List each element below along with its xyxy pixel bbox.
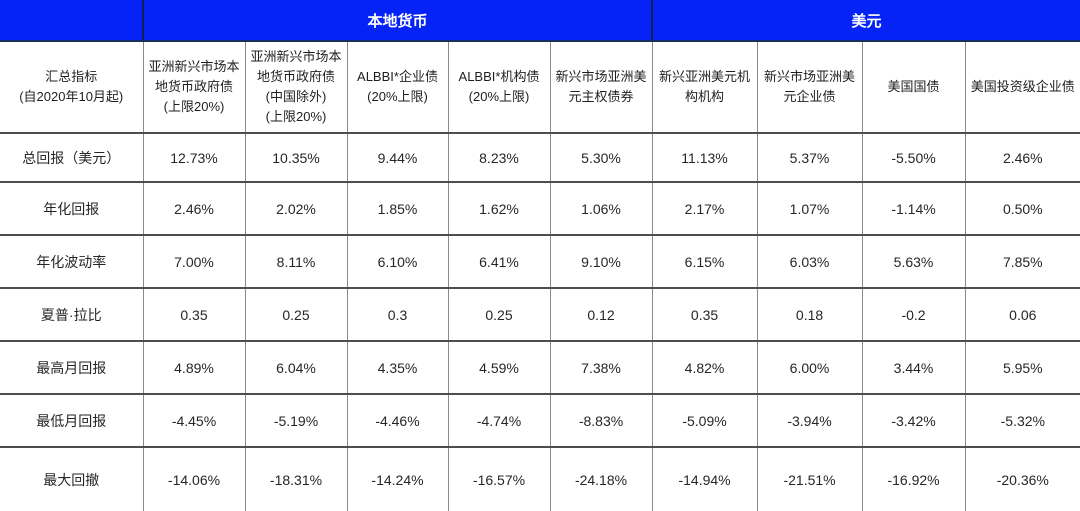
cell-r7-c2: -18.31% xyxy=(245,447,348,511)
table-row-2: 年化回报 2.46% 2.02% 1.85% 1.62% 1.06% 2.17% 1.07% -… xyxy=(0,182,1080,236)
column-header-5: 新兴市场亚洲美 元主权债券 xyxy=(550,41,653,134)
cell-r7-c7: -21.51% xyxy=(757,447,863,511)
column-header-4: ALBBI*机构债 (20%上限) xyxy=(448,41,551,134)
cell-r7-c9: -20.36% xyxy=(965,447,1080,511)
column-header-7: 新兴市场亚洲美 元企业债 xyxy=(757,41,863,134)
cell-r3-c1: 7.00% xyxy=(143,235,246,289)
row-label-6: 最低月回报 xyxy=(0,394,144,448)
table-row-1: 总回报（美元） 12.73% 10.35% 9.44% 8.23% 5.30% 11.13%… xyxy=(0,133,1080,183)
cell-r6-c3: -4.46% xyxy=(347,394,449,448)
column-header-1: 亚洲新兴市场本 地货币政府债 (上限20%) xyxy=(143,41,246,134)
row-label-7: 最大回撤 xyxy=(0,447,144,511)
row-label-4: 夏普·拉比 xyxy=(0,288,144,342)
cell-r4-c6: 0.35 xyxy=(652,288,758,342)
table-row-4: 夏普·拉比 0.35 0.25 0.3 0.25 0.12 0.35 0.18 -0.2 0.06 xyxy=(0,288,1080,342)
cell-r6-c6: -5.09% xyxy=(652,394,758,448)
cell-r2-c1: 2.46% xyxy=(143,182,246,236)
cell-r1-c8: -5.50% xyxy=(862,133,966,183)
corner-blank-cell xyxy=(0,0,143,42)
cell-r1-c3: 9.44% xyxy=(347,133,449,183)
table-header: 本地货币 美元 汇总指标 (自2020年10月起) 亚洲新兴市场本 地货币政府债… xyxy=(0,0,1080,134)
table-row-5: 最高月回报 4.89% 6.04% 4.35% 4.59% 7.38% 4.82% 6.00%… xyxy=(0,341,1080,395)
cell-r1-c4: 8.23% xyxy=(448,133,551,183)
cell-r5-c6: 4.82% xyxy=(652,341,758,395)
cell-r3-c8: 5.63% xyxy=(862,235,966,289)
cell-r4-c5: 0.12 xyxy=(550,288,653,342)
table-row-6: 最低月回报 -4.45% -5.19% -4.46% -4.74% -8.83% -5.09… xyxy=(0,394,1080,448)
column-header-6: 新兴亚洲美元机 构机构 xyxy=(652,41,758,134)
cell-r5-c9: 5.95% xyxy=(965,341,1080,395)
cell-r4-c2: 0.25 xyxy=(245,288,348,342)
corner-header: 汇总指标 (自2020年10月起) xyxy=(0,41,144,134)
table-row-3: 年化波动率 7.00% 8.11% 6.10% 6.41% 9.10% 6.15% 6.03%… xyxy=(0,235,1080,289)
cell-r5-c4: 4.59% xyxy=(448,341,551,395)
cell-r4-c3: 0.3 xyxy=(347,288,449,342)
cell-r7-c5: -24.18% xyxy=(550,447,653,511)
group-header-usd: 美元 xyxy=(651,0,1080,42)
cell-r2-c2: 2.02% xyxy=(245,182,348,236)
cell-r2-c8: -1.14% xyxy=(862,182,966,236)
cell-r3-c2: 8.11% xyxy=(245,235,348,289)
row-label-3: 年化波动率 xyxy=(0,235,144,289)
cell-r4-c8: -0.2 xyxy=(862,288,966,342)
column-header-9: 美国投资级企业债 xyxy=(965,41,1080,134)
cell-r3-c4: 6.41% xyxy=(448,235,551,289)
cell-r6-c2: -5.19% xyxy=(245,394,348,448)
row-label-2: 年化回报 xyxy=(0,182,144,236)
cell-r5-c2: 6.04% xyxy=(245,341,348,395)
cell-r7-c4: -16.57% xyxy=(448,447,551,511)
row-label-5: 最高月回报 xyxy=(0,341,144,395)
cell-r1-c1: 12.73% xyxy=(143,133,246,183)
cell-r5-c5: 7.38% xyxy=(550,341,653,395)
cell-r7-c6: -14.94% xyxy=(652,447,758,511)
cell-r6-c9: -5.32% xyxy=(965,394,1080,448)
cell-r1-c6: 11.13% xyxy=(652,133,758,183)
cell-r5-c8: 3.44% xyxy=(862,341,966,395)
cell-r4-c7: 0.18 xyxy=(757,288,863,342)
cell-r7-c1: -14.06% xyxy=(143,447,246,511)
currency-group-row: 本地货币 美元 xyxy=(0,0,1080,42)
cell-r4-c1: 0.35 xyxy=(143,288,246,342)
cell-r3-c5: 9.10% xyxy=(550,235,653,289)
cell-r5-c1: 4.89% xyxy=(143,341,246,395)
cell-r1-c2: 10.35% xyxy=(245,133,348,183)
cell-r6-c8: -3.42% xyxy=(862,394,966,448)
cell-r1-c9: 2.46% xyxy=(965,133,1080,183)
cell-r5-c7: 6.00% xyxy=(757,341,863,395)
cell-r1-c7: 5.37% xyxy=(757,133,863,183)
cell-r2-c5: 1.06% xyxy=(550,182,653,236)
cell-r7-c3: -14.24% xyxy=(347,447,449,511)
cell-r2-c4: 1.62% xyxy=(448,182,551,236)
cell-r1-c5: 5.30% xyxy=(550,133,653,183)
column-header-3: ALBBI*企业债 (20%上限) xyxy=(347,41,449,134)
cell-r3-c6: 6.15% xyxy=(652,235,758,289)
cell-r3-c9: 7.85% xyxy=(965,235,1080,289)
table-body: 总回报（美元） 12.73% 10.35% 9.44% 8.23% 5.30% 11.13%… xyxy=(0,133,1080,511)
cell-r6-c7: -3.94% xyxy=(757,394,863,448)
cell-r4-c4: 0.25 xyxy=(448,288,551,342)
cell-r7-c8: -16.92% xyxy=(862,447,966,511)
cell-r6-c4: -4.74% xyxy=(448,394,551,448)
cell-r5-c3: 4.35% xyxy=(347,341,449,395)
row-label-1: 总回报（美元） xyxy=(0,133,144,183)
table-row-7: 最大回撤 -14.06% -18.31% -14.24% -16.57% -24.18% -… xyxy=(0,447,1080,511)
cell-r3-c7: 6.03% xyxy=(757,235,863,289)
column-header-row: 汇总指标 (自2020年10月起) 亚洲新兴市场本 地货币政府债 (上限20%)… xyxy=(0,41,1080,134)
cell-r2-c7: 1.07% xyxy=(757,182,863,236)
cell-r2-c9: 0.50% xyxy=(965,182,1080,236)
group-header-local-currency: 本地货币 xyxy=(141,0,653,42)
cell-r2-c3: 1.85% xyxy=(347,182,449,236)
cell-r4-c9: 0.06 xyxy=(965,288,1080,342)
cell-r6-c5: -8.83% xyxy=(550,394,653,448)
cell-r2-c6: 2.17% xyxy=(652,182,758,236)
column-header-8: 美国国债 xyxy=(862,41,966,134)
column-header-2: 亚洲新兴市场本 地货币政府债 (中国除外) (上限20%) xyxy=(245,41,348,134)
cell-r6-c1: -4.45% xyxy=(143,394,246,448)
cell-r3-c3: 6.10% xyxy=(347,235,449,289)
